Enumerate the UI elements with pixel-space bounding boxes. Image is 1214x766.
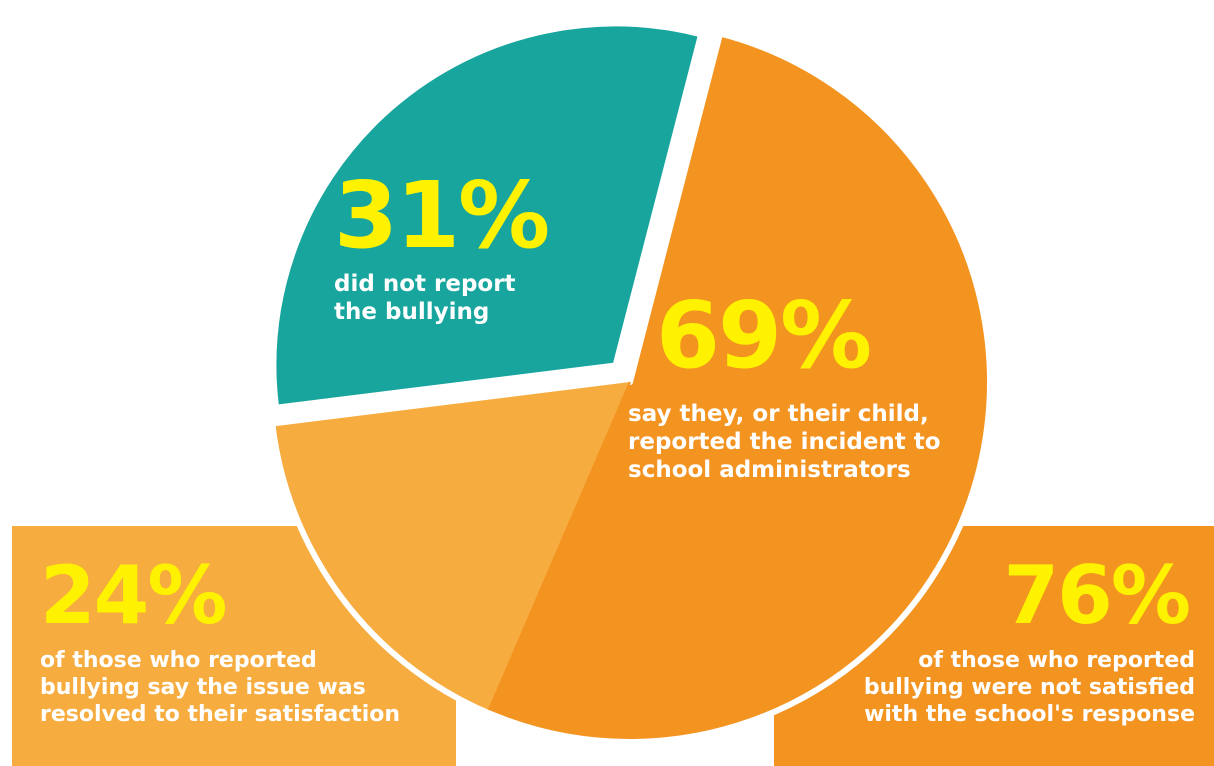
text-line: did not report [334, 271, 516, 297]
text-line: bullying were not satisfied [863, 674, 1195, 700]
pie-subslice-satisfied [275, 382, 630, 710]
percent-did-not-report: 31% [334, 162, 550, 269]
label-reported: 69% say they, or their child, reported t… [628, 290, 958, 484]
percent-not-satisfied: 76% [1003, 549, 1191, 642]
label-satisfied: 24% of those who reported bullying say t… [40, 556, 450, 728]
text-line: bullying say the issue was [40, 674, 366, 700]
text-line: of those who reported [918, 648, 1195, 673]
pie-slice-did-not-report [270, 20, 705, 411]
pie-subslice-divider [487, 381, 631, 711]
text-line: the bullying [334, 299, 490, 326]
text-line: with the school's response [864, 701, 1195, 727]
text-line: resolved to their satisfaction [40, 701, 401, 727]
text-line: of those who reported [40, 648, 317, 673]
percent-satisfied: 24% [40, 549, 227, 642]
label-did-not-report: 31% did not report the bullying [334, 162, 550, 326]
text-did-not-report: did not report the bullying [334, 270, 548, 326]
text-line: school administrators [628, 457, 911, 484]
text-line: say they, or their child, [628, 401, 929, 427]
percent-reported: 69% [656, 282, 872, 389]
text-satisfied: of those who reported bullying say the i… [40, 648, 450, 728]
label-not-satisfied: 76% of those who reported bullying were … [800, 556, 1195, 728]
text-line: reported the incident to [628, 429, 941, 456]
text-reported: say they, or their child, reported the i… [628, 400, 958, 484]
text-not-satisfied: of those who reported bullying were not … [800, 648, 1195, 728]
